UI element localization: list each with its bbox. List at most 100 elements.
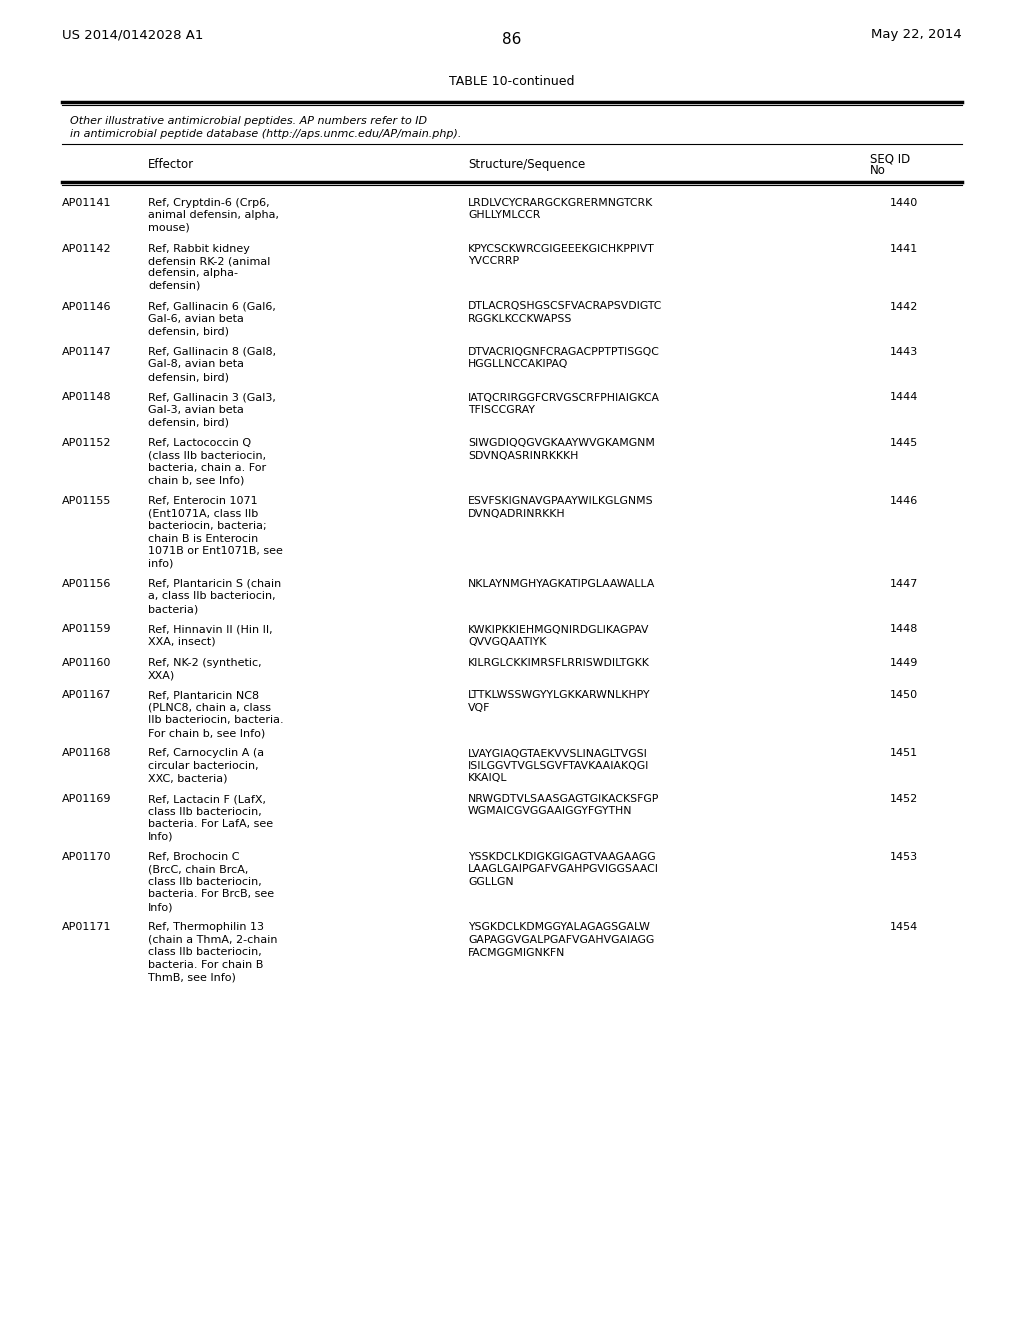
Text: bacteria. For LafA, see: bacteria. For LafA, see	[148, 818, 273, 829]
Text: bacteria, chain a. For: bacteria, chain a. For	[148, 463, 266, 473]
Text: 1454: 1454	[890, 923, 919, 932]
Text: NRWGDTVLSAASGAGTGIKACKSFGP: NRWGDTVLSAASGAGTGIKACKSFGP	[468, 795, 659, 804]
Text: Info): Info)	[148, 832, 173, 842]
Text: AP01147: AP01147	[62, 347, 112, 356]
Text: (chain a ThmA, 2-chain: (chain a ThmA, 2-chain	[148, 935, 278, 945]
Text: info): info)	[148, 558, 173, 569]
Text: chain b, see Info): chain b, see Info)	[148, 475, 245, 486]
Text: bacteriocin, bacteria;: bacteriocin, bacteria;	[148, 521, 266, 531]
Text: LTTKLWSSWGYYLGKKARWNLKHPY: LTTKLWSSWGYYLGKKARWNLKHPY	[468, 690, 650, 701]
Text: Ref, Plantaricin NC8: Ref, Plantaricin NC8	[148, 690, 259, 701]
Text: NKLAYNMGHYAGKATIPGLAAWALLA: NKLAYNMGHYAGKATIPGLAAWALLA	[468, 579, 655, 589]
Text: KPYCSCKWRCGIGEEEKGICHKPPIVT: KPYCSCKWRCGIGEEEKGICHKPPIVT	[468, 243, 654, 253]
Text: defensin RK-2 (animal: defensin RK-2 (animal	[148, 256, 270, 267]
Text: 1451: 1451	[890, 748, 919, 759]
Text: 1442: 1442	[890, 301, 919, 312]
Text: LRDLVCYCRARGCKGRERMNGTCRK: LRDLVCYCRARGCKGRERMNGTCRK	[468, 198, 653, 209]
Text: AP01168: AP01168	[62, 748, 112, 759]
Text: AP01152: AP01152	[62, 438, 112, 447]
Text: animal defensin, alpha,: animal defensin, alpha,	[148, 210, 279, 220]
Text: AP01171: AP01171	[62, 923, 112, 932]
Text: Other illustrative antimicrobial peptides. AP numbers refer to ID: Other illustrative antimicrobial peptide…	[70, 116, 427, 125]
Text: KKAIQL: KKAIQL	[468, 774, 508, 784]
Text: KWKIPKKIEHMGQNIRDGLIKAGPAV: KWKIPKKIEHMGQNIRDGLIKAGPAV	[468, 624, 649, 635]
Text: Ref, Lactacin F (LafX,: Ref, Lactacin F (LafX,	[148, 795, 266, 804]
Text: LVAYGIAQGTAEKVVSLINAGLTVGSI: LVAYGIAQGTAEKVVSLINAGLTVGSI	[468, 748, 648, 759]
Text: (PLNC8, chain a, class: (PLNC8, chain a, class	[148, 704, 271, 713]
Text: AP01170: AP01170	[62, 851, 112, 862]
Text: Gal-6, avian beta: Gal-6, avian beta	[148, 314, 244, 323]
Text: (BrcC, chain BrcA,: (BrcC, chain BrcA,	[148, 865, 249, 874]
Text: Ref, Brochocin C: Ref, Brochocin C	[148, 851, 240, 862]
Text: 1444: 1444	[890, 392, 919, 403]
Text: in antimicrobial peptide database (http://aps.unmc.edu/AP/main.php).: in antimicrobial peptide database (http:…	[70, 129, 462, 139]
Text: IIb bacteriocin, bacteria.: IIb bacteriocin, bacteria.	[148, 715, 284, 726]
Text: WGMAICGVGGAAIGGYFGYTHN: WGMAICGVGGAAIGGYFGYTHN	[468, 807, 633, 817]
Text: (Ent1071A, class IIb: (Ent1071A, class IIb	[148, 508, 258, 519]
Text: 1448: 1448	[890, 624, 919, 635]
Text: Ref, Gallinacin 3 (Gal3,: Ref, Gallinacin 3 (Gal3,	[148, 392, 275, 403]
Text: Ref, Lactococcin Q: Ref, Lactococcin Q	[148, 438, 251, 447]
Text: ESVFSKIGNAVGPAAYWILKGLGNMS: ESVFSKIGNAVGPAAYWILKGLGNMS	[468, 496, 653, 506]
Text: defensin): defensin)	[148, 281, 201, 290]
Text: RGGKLKCCKWAPSS: RGGKLKCCKWAPSS	[468, 314, 572, 323]
Text: Gal-8, avian beta: Gal-8, avian beta	[148, 359, 244, 370]
Text: circular bacteriocin,: circular bacteriocin,	[148, 762, 259, 771]
Text: YSGKDCLKDMGGYALAGAGSGALW: YSGKDCLKDMGGYALAGAGSGALW	[468, 923, 650, 932]
Text: defensin, alpha-: defensin, alpha-	[148, 268, 238, 279]
Text: May 22, 2014: May 22, 2014	[871, 28, 962, 41]
Text: Ref, Cryptdin-6 (Crp6,: Ref, Cryptdin-6 (Crp6,	[148, 198, 269, 209]
Text: SIWGDIQQGVGKAAYWVGKAMGNM: SIWGDIQQGVGKAAYWVGKAMGNM	[468, 438, 655, 447]
Text: 1447: 1447	[890, 579, 919, 589]
Text: a, class IIb bacteriocin,: a, class IIb bacteriocin,	[148, 591, 275, 602]
Text: bacteria. For chain B: bacteria. For chain B	[148, 960, 263, 970]
Text: Info): Info)	[148, 902, 173, 912]
Text: bacteria): bacteria)	[148, 605, 199, 614]
Text: AP01148: AP01148	[62, 392, 112, 403]
Text: 1440: 1440	[890, 198, 919, 209]
Text: AP01142: AP01142	[62, 243, 112, 253]
Text: AP01160: AP01160	[62, 657, 112, 668]
Text: Ref, NK-2 (synthetic,: Ref, NK-2 (synthetic,	[148, 657, 261, 668]
Text: KILRGLCKKIMRSFLRRISWDILTGKK: KILRGLCKKIMRSFLRRISWDILTGKK	[468, 657, 650, 668]
Text: Effector: Effector	[148, 158, 195, 172]
Text: Ref, Enterocin 1071: Ref, Enterocin 1071	[148, 496, 258, 506]
Text: XXC, bacteria): XXC, bacteria)	[148, 774, 227, 784]
Text: class IIb bacteriocin,: class IIb bacteriocin,	[148, 807, 262, 817]
Text: 1441: 1441	[890, 243, 919, 253]
Text: AP01169: AP01169	[62, 795, 112, 804]
Text: Ref, Gallinacin 8 (Gal8,: Ref, Gallinacin 8 (Gal8,	[148, 347, 276, 356]
Text: QVVGQAATIYK: QVVGQAATIYK	[468, 638, 547, 647]
Text: AP01156: AP01156	[62, 579, 112, 589]
Text: AP01155: AP01155	[62, 496, 112, 506]
Text: 1446: 1446	[890, 496, 919, 506]
Text: XXA, insect): XXA, insect)	[148, 638, 216, 647]
Text: class IIb bacteriocin,: class IIb bacteriocin,	[148, 876, 262, 887]
Text: 1071B or Ent1071B, see: 1071B or Ent1071B, see	[148, 546, 283, 556]
Text: AP01146: AP01146	[62, 301, 112, 312]
Text: 1452: 1452	[890, 795, 919, 804]
Text: Ref, Plantaricin S (chain: Ref, Plantaricin S (chain	[148, 579, 282, 589]
Text: HGGLLNCCAKIPAQ: HGGLLNCCAKIPAQ	[468, 359, 568, 370]
Text: DTVACRIQGNFCRAGACPPTPTISGQC: DTVACRIQGNFCRAGACPPTPTISGQC	[468, 347, 659, 356]
Text: Structure/Sequence: Structure/Sequence	[468, 158, 586, 172]
Text: IATQCRIRGGFCRVGSCRFPHIAIGKCA: IATQCRIRGGFCRVGSCRFPHIAIGKCA	[468, 392, 660, 403]
Text: AP01167: AP01167	[62, 690, 112, 701]
Text: SEQ ID: SEQ ID	[870, 152, 910, 165]
Text: (class IIb bacteriocin,: (class IIb bacteriocin,	[148, 450, 266, 461]
Text: ISILGGVTVGLSGVFTAVKAAIAKQGI: ISILGGVTVGLSGVFTAVKAAIAKQGI	[468, 762, 649, 771]
Text: DTLACRQSHGSCSFVACRAPSVDIGTC: DTLACRQSHGSCSFVACRAPSVDIGTC	[468, 301, 663, 312]
Text: DVNQADRINRKKH: DVNQADRINRKKH	[468, 508, 565, 519]
Text: VQF: VQF	[468, 704, 490, 713]
Text: LAAGLGAIPGAFVGAHPGVIGGSAACI: LAAGLGAIPGAFVGAHPGVIGGSAACI	[468, 865, 659, 874]
Text: AP01141: AP01141	[62, 198, 112, 209]
Text: bacteria. For BrcB, see: bacteria. For BrcB, see	[148, 890, 274, 899]
Text: ThmB, see Info): ThmB, see Info)	[148, 973, 236, 982]
Text: 1449: 1449	[890, 657, 919, 668]
Text: Ref, Gallinacin 6 (Gal6,: Ref, Gallinacin 6 (Gal6,	[148, 301, 275, 312]
Text: defensin, bird): defensin, bird)	[148, 372, 229, 381]
Text: For chain b, see Info): For chain b, see Info)	[148, 729, 265, 738]
Text: US 2014/0142028 A1: US 2014/0142028 A1	[62, 28, 204, 41]
Text: GHLLYMLCCR: GHLLYMLCCR	[468, 210, 541, 220]
Text: No: No	[870, 164, 886, 177]
